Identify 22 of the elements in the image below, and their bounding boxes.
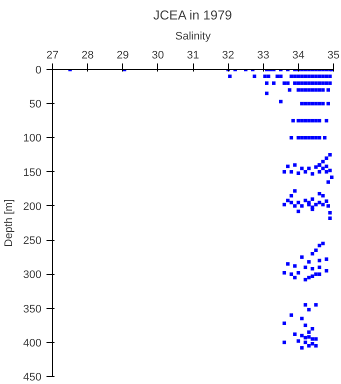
x-tick-label: 30 <box>152 50 164 62</box>
x-tick-label: 27 <box>46 50 59 62</box>
y-tick-label: 250 <box>23 235 42 248</box>
y-tick-label: 200 <box>23 200 42 213</box>
x-tick-label: 34 <box>292 50 305 62</box>
y-tick-label: 300 <box>23 269 42 282</box>
x-axis-title: Salinity <box>175 30 212 42</box>
x-tick-label: 31 <box>186 50 200 62</box>
y-tick-label: 50 <box>29 98 42 111</box>
x-tick-label: 29 <box>116 50 129 62</box>
x-tick-label: 28 <box>82 50 94 62</box>
chart-title: JCEA in 1979 <box>153 8 232 22</box>
x-tick-label: 33 <box>257 50 270 62</box>
y-tick-label: 400 <box>23 337 42 350</box>
y-tick-label: 0 <box>35 64 42 76</box>
y-tick-label: 150 <box>23 166 42 179</box>
y-tick-label: 350 <box>23 303 42 316</box>
x-tick-label: 32 <box>222 50 234 62</box>
x-tick-label: 35 <box>327 50 340 62</box>
y-tick-label: 100 <box>23 132 42 145</box>
y-tick-label: 450 <box>23 372 42 384</box>
y-axis-title: Depth [m] <box>3 199 16 247</box>
